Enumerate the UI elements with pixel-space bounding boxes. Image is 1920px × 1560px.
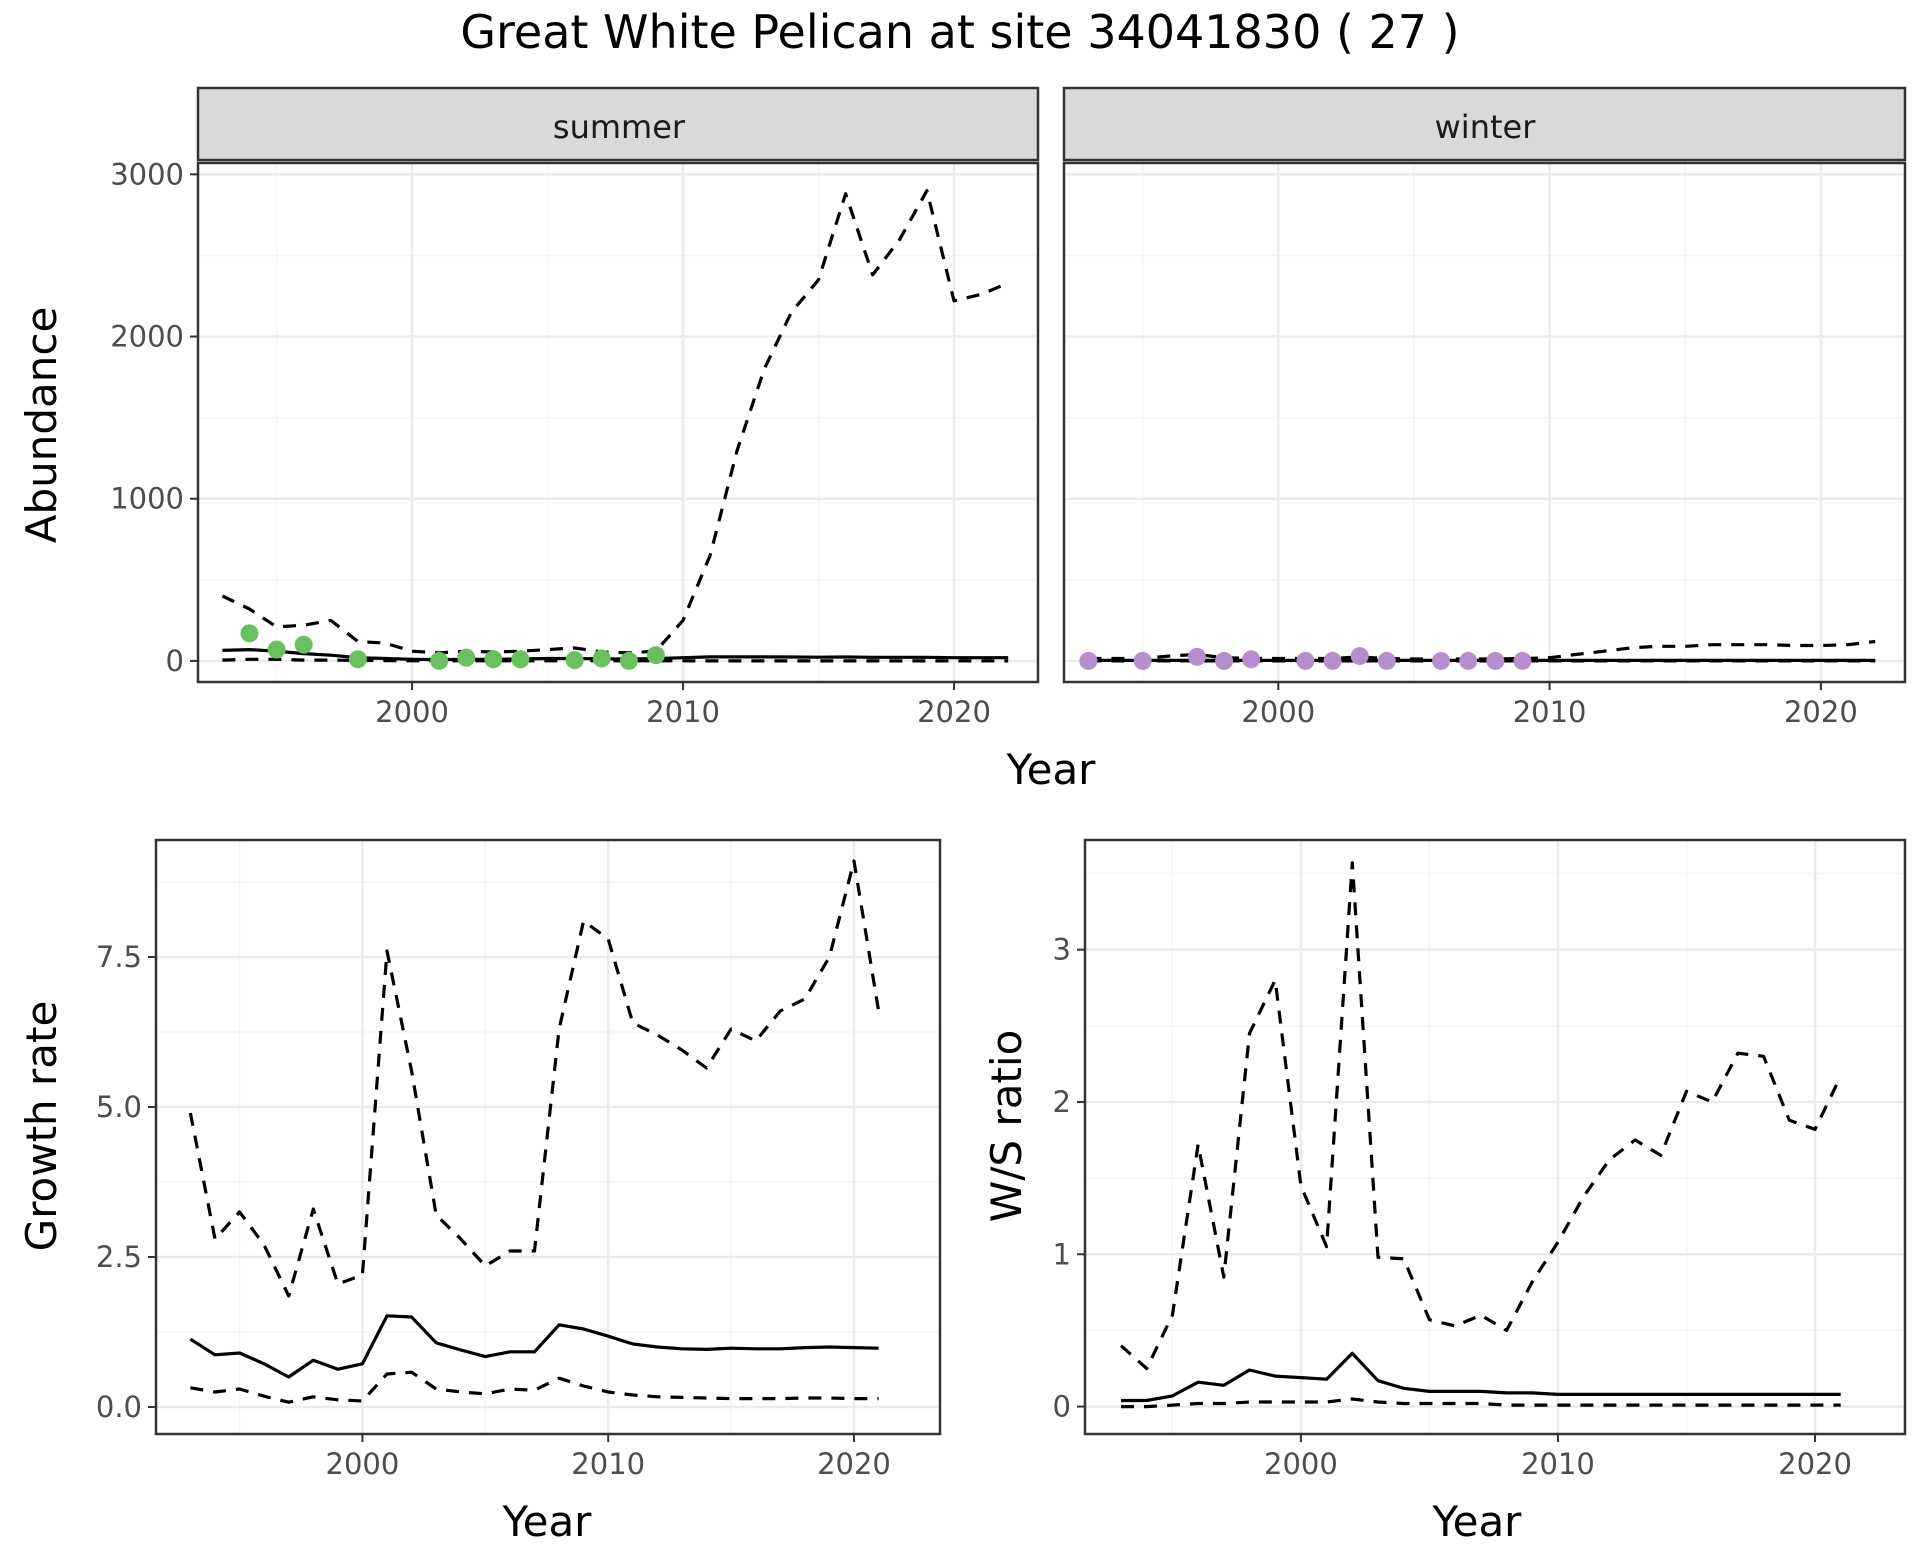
y-tick-label: 5.0 (96, 1090, 142, 1124)
x-tick-label: 2010 (646, 695, 720, 729)
top-x-axis-title: Year (1006, 745, 1097, 794)
plot-background (198, 163, 1038, 682)
data-point (430, 651, 449, 670)
data-point (484, 650, 503, 669)
panel-border (196, 161, 1040, 684)
strip-label-winter: winter (1435, 108, 1537, 146)
solid-series-line (189, 1314, 879, 1379)
panel-border (1062, 161, 1907, 684)
data-point (1133, 651, 1152, 670)
ws-y-axis-title: W/S ratio (982, 1030, 1031, 1223)
y-tick-label: 0 (1053, 1390, 1071, 1424)
y-tick-label: 2 (1053, 1085, 1071, 1119)
top-y-axis-title: Abundance (17, 307, 66, 544)
dashed-series-line (222, 657, 1009, 663)
dashed-series-line (1121, 1397, 1841, 1409)
data-point (1323, 651, 1342, 670)
growth-x-axis-title: Year (502, 1497, 593, 1546)
x-tick-label: 2020 (917, 695, 991, 729)
y-tick-label: 0.0 (96, 1390, 142, 1424)
dashed-series-line (190, 1370, 879, 1404)
data-point (457, 648, 476, 667)
y-tick-label: 3 (1053, 933, 1071, 967)
x-tick-label: 2020 (817, 1447, 891, 1481)
data-point (1296, 651, 1315, 670)
dashed-series-line (188, 859, 881, 1298)
x-tick-label: 2020 (1778, 1447, 1852, 1481)
y-tick-label: 2.5 (96, 1240, 142, 1274)
y-tick-label: 1 (1053, 1237, 1071, 1271)
panel-border (1083, 838, 1907, 1436)
data-point (565, 651, 584, 670)
facet-strip (196, 86, 1040, 162)
dashed-series-line (1119, 861, 1843, 1371)
x-tick-label: 2010 (571, 1447, 645, 1481)
data-point (1215, 651, 1234, 670)
x-tick-label: 2000 (375, 695, 449, 729)
data-point (1459, 651, 1478, 670)
data-point (348, 650, 367, 669)
x-tick-label: 2010 (1521, 1447, 1595, 1481)
data-point (592, 649, 611, 668)
y-tick-label: 0 (166, 644, 184, 678)
data-point (1242, 650, 1261, 669)
data-point (1432, 651, 1451, 670)
growth-y-axis-title: Growth rate (17, 1001, 66, 1252)
ws-x-axis-title: Year (1432, 1497, 1523, 1546)
growth-rate-panel: 2000 2010 2020 0.0 2.5 5.0 7.5 (96, 838, 942, 1481)
data-point (267, 640, 286, 659)
dashed-series-line (221, 189, 1009, 655)
data-point (1187, 647, 1206, 666)
y-tick-label: 2000 (110, 320, 184, 354)
data-point (1079, 651, 1098, 670)
page-title: Great White Pelican at site 34041830 ( 2… (460, 5, 1459, 59)
x-tick-label: 2000 (1241, 695, 1315, 729)
y-tick-label: 3000 (110, 157, 184, 191)
y-tick-label: 1000 (110, 482, 184, 516)
strip-label-summer: summer (553, 108, 686, 146)
winter-panel: 2000 2010 2020 (1062, 86, 1907, 729)
plot-background (1064, 163, 1905, 682)
x-tick-label: 2000 (326, 1447, 400, 1481)
facet-strip (1062, 86, 1907, 162)
x-tick-label: 2020 (1784, 695, 1858, 729)
x-tick-label: 2000 (1264, 1447, 1338, 1481)
data-point (294, 635, 313, 654)
data-point (646, 646, 665, 665)
data-point (1486, 651, 1505, 670)
ws-ratio-panel: 2000 2010 2020 0 1 2 3 (1053, 838, 1907, 1481)
y-tick-label: 7.5 (96, 940, 142, 974)
data-point (1377, 651, 1396, 670)
x-tick-label: 2010 (1513, 695, 1587, 729)
data-point (619, 651, 638, 670)
summer-panel: 2000 2010 2020 0 1000 2000 3000 (110, 86, 1040, 729)
data-point (1350, 647, 1369, 666)
data-point (511, 650, 530, 669)
panel-border (154, 838, 942, 1436)
solid-series-line (1121, 1351, 1841, 1403)
data-point (240, 624, 259, 643)
plot-background (1085, 840, 1905, 1434)
data-point (1513, 651, 1532, 670)
